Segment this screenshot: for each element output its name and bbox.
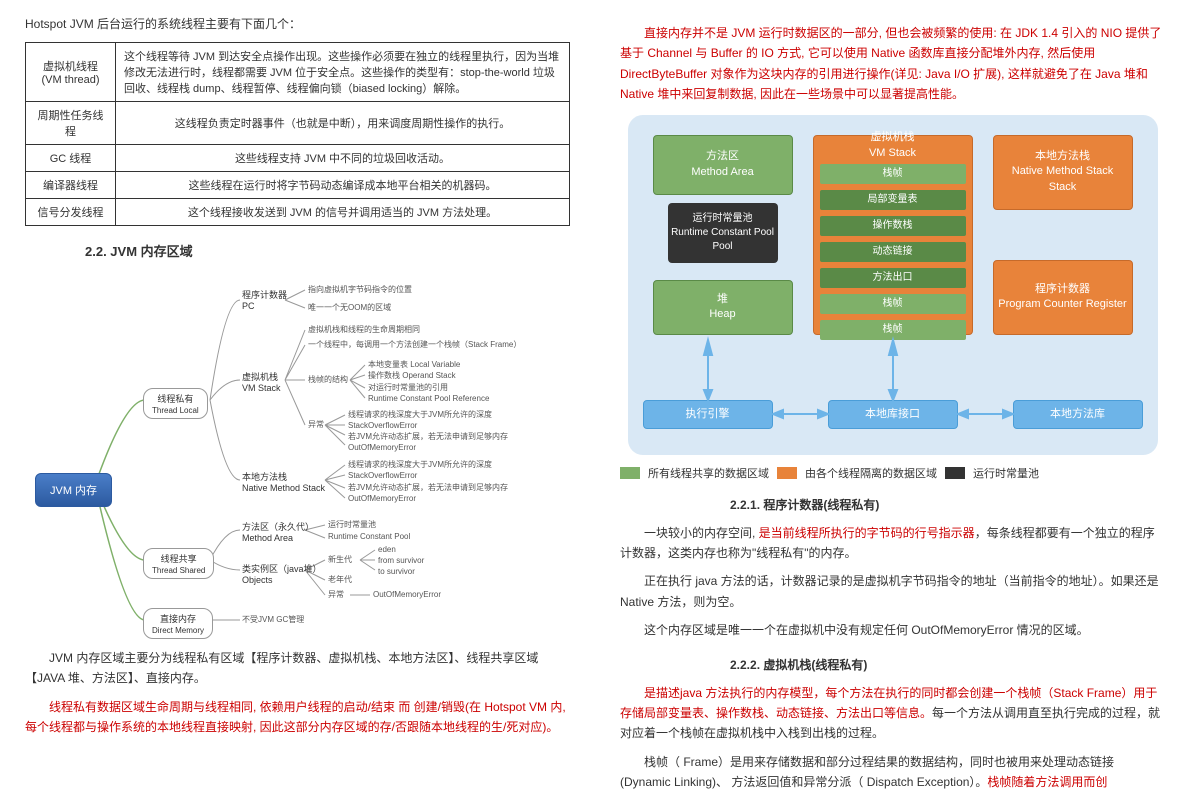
left-column: Hotspot JVM 后台运行的系统线程主要有下面几个： 虚拟机线程 (VM … bbox=[0, 0, 595, 776]
section-heading: 2.2. JVM 内存区域 bbox=[85, 241, 570, 260]
para: 栈帧（ Frame）是用来存储数据和部分过程结果的数据结构，同时也被用来处理动态… bbox=[620, 752, 1165, 792]
para: JVM 内存区域主要分为线程私有区域【程序计数器、虚拟机栈、本地方法区】、线程共… bbox=[25, 648, 570, 689]
rcp: 运行时常量池Runtime Constant PoolPool bbox=[668, 203, 778, 263]
root-node: JVM 内存 bbox=[35, 473, 112, 507]
subsection-heading: 2.2.2. 虚拟机栈(线程私有) bbox=[730, 656, 1165, 673]
native-stack: 本地方法栈Native Method StackStack bbox=[993, 135, 1133, 210]
para: 线程私有数据区域生命周期与线程相同, 依赖用户线程的启动/结束 而 创建/销毁(… bbox=[25, 697, 570, 738]
intro-text: Hotspot JVM 后台运行的系统线程主要有下面几个： bbox=[25, 15, 570, 32]
para: 这个内存区域是唯一一个在虚拟机中没有规定任何 OutOfMemoryError … bbox=[620, 620, 1165, 640]
node: 直接内存Direct Memory bbox=[143, 608, 213, 639]
table-row: 周期性任务线程这线程负责定时器事件（也就是中断），用来调度周期性操作的执行。 bbox=[26, 102, 570, 145]
libs: 本地方法库 bbox=[1013, 400, 1143, 429]
method-area: 方法区Method Area bbox=[653, 135, 793, 195]
node: 线程共享Thread Shared bbox=[143, 548, 214, 579]
pc-register: 程序计数器Program Counter Register bbox=[993, 260, 1133, 335]
subsection-heading: 2.2.1. 程序计数器(线程私有) bbox=[730, 496, 1165, 513]
thread-table: 虚拟机线程 (VM thread)这个线程等待 JVM 到达安全点操作出现。这些… bbox=[25, 42, 570, 226]
table-row: GC 线程这些线程支持 JVM 中不同的垃圾回收活动。 bbox=[26, 145, 570, 172]
engine: 执行引擎 bbox=[643, 400, 773, 429]
legend: 所有线程共享的数据区域 由各个线程隔离的数据区域 运行时常量池 bbox=[620, 465, 1165, 481]
swatch bbox=[777, 467, 797, 479]
heap: 堆Heap bbox=[653, 280, 793, 335]
para: 正在执行 java 方法的话，计数器记录的是虚拟机字节码指令的地址（当前指令的地… bbox=[620, 571, 1165, 612]
lib-if: 本地库接口 bbox=[828, 400, 958, 429]
table-row: 虚拟机线程 (VM thread)这个线程等待 JVM 到达安全点操作出现。这些… bbox=[26, 43, 570, 102]
swatch bbox=[620, 467, 640, 479]
swatch bbox=[945, 467, 965, 479]
right-column: 直接内存并不是 JVM 运行时数据区的一部分, 但也会被频繁的使用: 在 JDK… bbox=[595, 0, 1190, 776]
jvm-diagram: 方法区Method Area 运行时常量池Runtime Constant Po… bbox=[628, 115, 1158, 455]
mindmap: JVM 内存 线程私有Thread Local 线程共享Thread Share… bbox=[25, 270, 570, 640]
para: 一块较小的内存空间, 是当前线程所执行的字节码的行号指示器，每条线程都要有一个独… bbox=[620, 523, 1165, 564]
para: 直接内存并不是 JVM 运行时数据区的一部分, 但也会被频繁的使用: 在 JDK… bbox=[620, 23, 1165, 105]
table-row: 编译器线程这些线程在运行时将字节码动态编译成本地平台相关的机器码。 bbox=[26, 172, 570, 199]
vm-stack: 虚拟机栈VM Stack 栈帧 局部变量表 操作数栈 动态链接 方法出口 栈帧 … bbox=[813, 135, 973, 335]
node: 线程私有Thread Local bbox=[143, 388, 208, 419]
table-row: 信号分发线程这个线程接收发送到 JVM 的信号并调用适当的 JVM 方法处理。 bbox=[26, 199, 570, 226]
para: 是描述java 方法执行的内存模型，每个方法在执行的同时都会创建一个栈帧（Sta… bbox=[620, 683, 1165, 744]
